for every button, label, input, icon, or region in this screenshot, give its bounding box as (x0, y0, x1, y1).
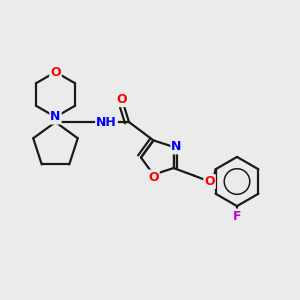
Text: F: F (233, 209, 241, 223)
Text: N: N (50, 110, 61, 124)
Text: O: O (50, 65, 61, 79)
Text: NH: NH (96, 116, 117, 129)
Text: N: N (171, 140, 182, 153)
Text: O: O (116, 93, 127, 106)
Text: O: O (148, 170, 159, 184)
Text: O: O (204, 175, 215, 188)
